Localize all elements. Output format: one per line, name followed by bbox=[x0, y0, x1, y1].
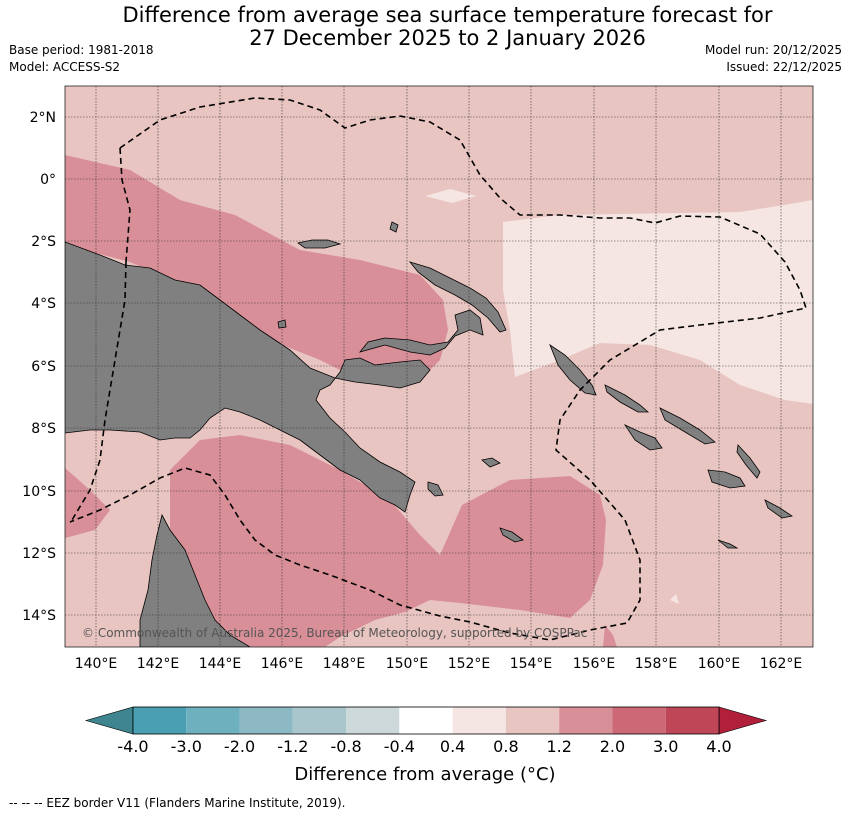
land-islet-3 bbox=[481, 457, 501, 468]
land-new-georgia bbox=[623, 424, 663, 451]
colorbar-frame bbox=[132, 706, 720, 735]
land-new-britain bbox=[358, 309, 484, 356]
land-makira bbox=[764, 499, 794, 519]
lon-labels: 140°E 142°E 144°E 146°E 148°E 150°E 152°… bbox=[75, 656, 803, 672]
colorbar-bin bbox=[665, 707, 719, 734]
lon-label: 142°E bbox=[137, 656, 180, 672]
lon-label: 140°E bbox=[75, 656, 118, 672]
lat-label: 2°S bbox=[31, 234, 56, 250]
colorbar-tick-label: 2.0 bbox=[600, 737, 625, 756]
colorbar-bin bbox=[133, 707, 187, 734]
land-islet-4 bbox=[499, 527, 524, 543]
colorbar-tick-label: -0.4 bbox=[384, 737, 415, 756]
map-area: © Commonwealth of Australia 2025, Bureau… bbox=[65, 86, 813, 647]
colorbar-bin bbox=[239, 707, 293, 734]
colorbar-tick-label: -2.0 bbox=[224, 737, 255, 756]
colorbar-tick-label: -0.8 bbox=[330, 737, 361, 756]
model-name: Model: ACCESS-S2 bbox=[9, 60, 121, 74]
map-title: Difference from average sea surface temp… bbox=[0, 4, 850, 50]
colorbar-over-arrow bbox=[718, 706, 768, 735]
colorbar-tick-label: 0.8 bbox=[493, 737, 518, 756]
colorbar-tick-label: 3.0 bbox=[653, 737, 678, 756]
lon-label: 150°E bbox=[386, 656, 429, 672]
colorbar-bin bbox=[346, 707, 400, 734]
colorbar-tick-label: 0.4 bbox=[440, 737, 465, 756]
eez-border bbox=[69, 97, 808, 641]
footer-legend: -- -- -- EEZ border V11 (Flanders Marine… bbox=[9, 796, 346, 810]
land-new-guinea bbox=[65, 241, 431, 513]
warm-region-north bbox=[65, 155, 448, 388]
lat-label: 6°S bbox=[31, 359, 56, 375]
lon-label: 160°E bbox=[698, 656, 741, 672]
colorbar-bin bbox=[505, 707, 560, 734]
base-period: Base period: 1981-2018 bbox=[9, 43, 154, 57]
lat-label: 8°S bbox=[31, 421, 56, 437]
lat-label: 14°S bbox=[22, 608, 56, 624]
lon-label: 162°E bbox=[760, 656, 803, 672]
colorbar-tick-label: -3.0 bbox=[171, 737, 202, 756]
colorbar-under-arrow bbox=[84, 706, 134, 735]
colorbar-tick-label: 1.2 bbox=[546, 737, 571, 756]
land-manus bbox=[297, 239, 342, 249]
lon-label: 146°E bbox=[261, 656, 304, 672]
colorbar-bin bbox=[186, 707, 240, 734]
model-run: Model run: 20/12/2025 bbox=[704, 43, 842, 57]
copyright-text: © Commonwealth of Australia 2025, Bureau… bbox=[82, 626, 587, 640]
colorbar-title: Difference from average (°C) bbox=[294, 764, 555, 785]
lat-label: 10°S bbox=[22, 484, 56, 500]
warm-region-southeast bbox=[603, 625, 617, 647]
colorbar-bin bbox=[452, 707, 506, 734]
meta-right: Model run: 20/12/2025 Issued: 22/12/2025 bbox=[705, 42, 842, 76]
lat-label: 0° bbox=[40, 172, 56, 188]
colorbar-bin bbox=[559, 707, 613, 734]
meta-left: Base period: 1981-2018 Model: ACCESS-S2 bbox=[9, 42, 154, 76]
lat-label: 12°S bbox=[22, 546, 56, 562]
lon-label: 152°E bbox=[448, 656, 491, 672]
colorbar-tick-label: -1.2 bbox=[277, 737, 308, 756]
land-islet-1 bbox=[389, 221, 399, 233]
colorbar-bin bbox=[612, 707, 666, 734]
land-malaita bbox=[736, 444, 761, 479]
lon-label: 156°E bbox=[573, 656, 616, 672]
map-frame bbox=[64, 85, 814, 648]
land-cape-york bbox=[139, 513, 251, 647]
colorbar-bin bbox=[399, 707, 453, 734]
lat-label: 4°S bbox=[31, 296, 56, 312]
land-bougainville bbox=[549, 343, 597, 396]
near-normal-region bbox=[503, 200, 813, 404]
near-normal-speck bbox=[670, 594, 679, 604]
lon-label: 154°E bbox=[510, 656, 553, 672]
lon-label: 144°E bbox=[199, 656, 242, 672]
graticule bbox=[65, 86, 813, 647]
lon-label: 148°E bbox=[323, 656, 366, 672]
colorbar: -4.0 -3.0 -2.0 -1.2 -0.8 -0.4 0.4 0.8 1.2 2.0 3.0 4… bbox=[84, 706, 768, 756]
land-rennell bbox=[717, 539, 739, 549]
land-santa-isabel bbox=[659, 407, 716, 445]
title-line-1: Difference from average sea surface temp… bbox=[122, 3, 773, 27]
land-islet-5 bbox=[427, 481, 444, 497]
warm-region-south bbox=[170, 435, 606, 647]
lat-label: 2°N bbox=[30, 110, 56, 126]
near-normal-patch bbox=[425, 189, 476, 203]
lon-label: 158°E bbox=[635, 656, 678, 672]
colorbar-tick-label: -4.0 bbox=[117, 737, 148, 756]
issued-date: Issued: 22/12/2025 bbox=[726, 60, 842, 74]
warm-region-west bbox=[65, 468, 110, 538]
land-new-ireland bbox=[408, 261, 507, 333]
title-line-2: 27 December 2025 to 2 January 2026 bbox=[249, 26, 646, 50]
land-choiseul bbox=[604, 384, 650, 413]
lat-labels: 2°N 0° 2°S 4°S 6°S 8°S 10°S 12°S 14°S bbox=[22, 110, 56, 624]
land-guadalcanal bbox=[707, 469, 746, 489]
colorbar-bin bbox=[292, 707, 347, 734]
colorbar-tick-label: 4.0 bbox=[706, 737, 731, 756]
